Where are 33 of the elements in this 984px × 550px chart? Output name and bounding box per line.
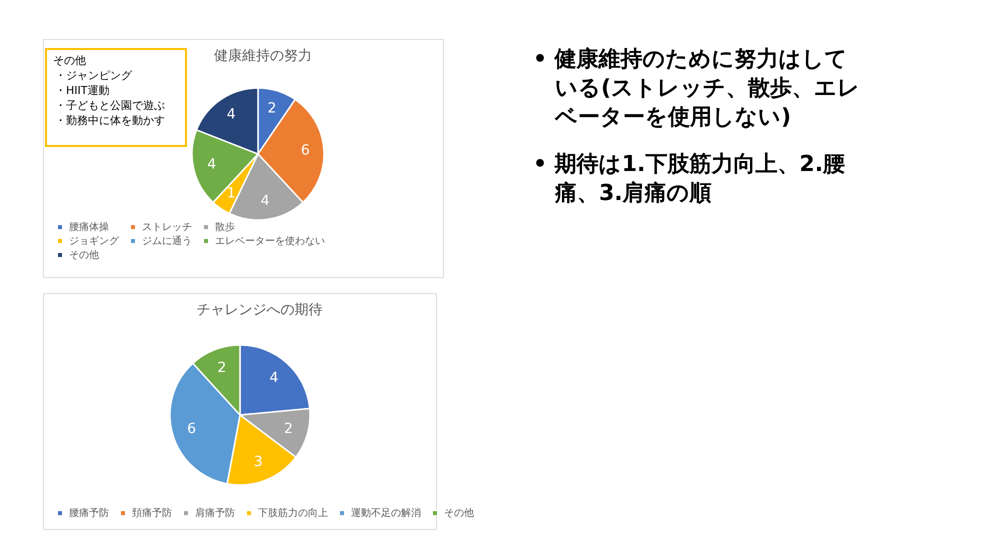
- legend-label: 腰痛予防: [69, 507, 109, 520]
- legend-label: その他: [444, 507, 474, 520]
- legend-label: エレベーターを使わない: [215, 236, 325, 247]
- legend-label: ストレッチ: [142, 222, 192, 234]
- chart-title: チャレンジへの期待: [196, 302, 322, 318]
- data-label: 2: [268, 100, 276, 117]
- data-label: 4: [260, 192, 270, 209]
- data-label: 4: [269, 370, 278, 386]
- text: その他: [53, 54, 86, 67]
- legend-label: ジムに通う: [142, 235, 192, 247]
- data-label: 2: [217, 360, 226, 376]
- legend-label: 下肢筋力の向上: [258, 507, 328, 520]
- legend-label: 肩痛予防: [195, 507, 235, 520]
- data-label: 6: [187, 420, 196, 437]
- data-label: 6: [300, 142, 310, 158]
- text: • 健康維持のために努力はしている(ストレッチ、散歩、エレベーターを使用しない): [533, 46, 860, 130]
- data-label: 4: [226, 106, 236, 123]
- legend-label: 腰痛体操: [69, 221, 109, 234]
- text: • 期待は1.下肢筋力向上、2.腰痛、3.肩痛の順: [533, 152, 846, 206]
- data-label: 3: [254, 454, 263, 470]
- legend-label: ジョギング: [69, 235, 120, 247]
- text: ・勤務中に体を動かす: [55, 114, 165, 127]
- text: ・HIIT運動: [55, 84, 110, 97]
- chart-title: 健康維持の努力: [214, 48, 312, 64]
- text: ・子どもと公園で遊ぶ: [55, 99, 165, 112]
- legend-label: その他: [69, 249, 99, 261]
- data-label: 2: [284, 420, 293, 437]
- data-label: 1: [226, 185, 236, 202]
- legend-label: 運動不足の解消: [351, 507, 421, 520]
- text: ・ジャンピング: [55, 69, 133, 82]
- legend-label: 頚痛予防: [132, 507, 172, 520]
- legend-label: 散歩: [215, 221, 235, 234]
- data-label: 4: [207, 156, 216, 173]
